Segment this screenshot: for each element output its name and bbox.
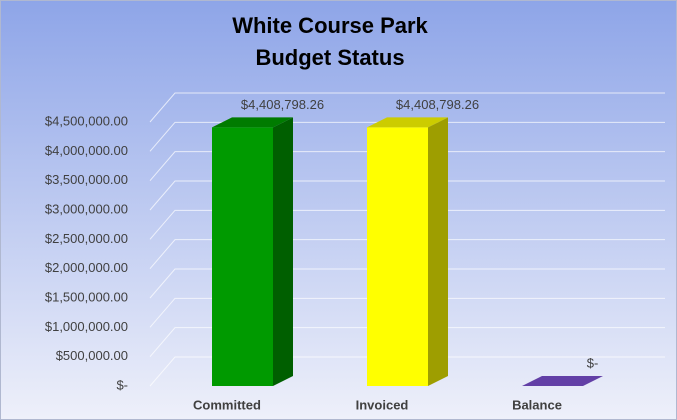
grid-line — [149, 151, 665, 181]
y-tick-label: $2,500,000.00 — [45, 231, 128, 246]
y-tick-label: $- — [116, 377, 128, 392]
grid-line — [149, 92, 665, 123]
grid-line — [149, 356, 665, 387]
y-tick-label: $3,500,000.00 — [45, 172, 128, 187]
bar-top — [212, 117, 293, 128]
bar-top — [367, 117, 448, 128]
y-tick-label: $2,000,000.00 — [45, 260, 128, 275]
grid-line — [149, 268, 665, 299]
bar-side — [428, 117, 448, 387]
bar-front — [212, 127, 273, 387]
bar — [522, 376, 603, 386]
bar — [367, 117, 448, 387]
grid-line — [149, 121, 665, 152]
x-tick-label: Invoiced — [356, 397, 409, 412]
data-label: $4,408,798.26 — [241, 97, 324, 112]
grid-line — [149, 327, 665, 357]
bar-top — [522, 376, 603, 386]
y-tick-label: $1,000,000.00 — [45, 319, 128, 334]
y-tick-label: $4,500,000.00 — [45, 113, 128, 128]
y-tick-label: $1,500,000.00 — [45, 289, 128, 304]
grid-line — [149, 239, 665, 269]
grid-line — [149, 297, 665, 328]
data-label: $4,408,798.26 — [396, 97, 479, 112]
y-tick-label: $4,000,000.00 — [45, 143, 128, 158]
bar-side — [273, 117, 293, 387]
grid-line — [149, 180, 665, 211]
data-label: $- — [587, 355, 599, 370]
x-tick-label: Committed — [193, 397, 261, 412]
x-tick-label: Balance — [512, 397, 562, 412]
chart-title: White Course Park — [232, 13, 428, 38]
bar — [212, 117, 293, 387]
bar-front — [367, 127, 428, 387]
grid-line — [149, 209, 665, 240]
chart-title: Budget Status — [255, 45, 404, 70]
y-tick-label: $500,000.00 — [56, 348, 128, 363]
y-tick-label: $3,000,000.00 — [45, 201, 128, 216]
